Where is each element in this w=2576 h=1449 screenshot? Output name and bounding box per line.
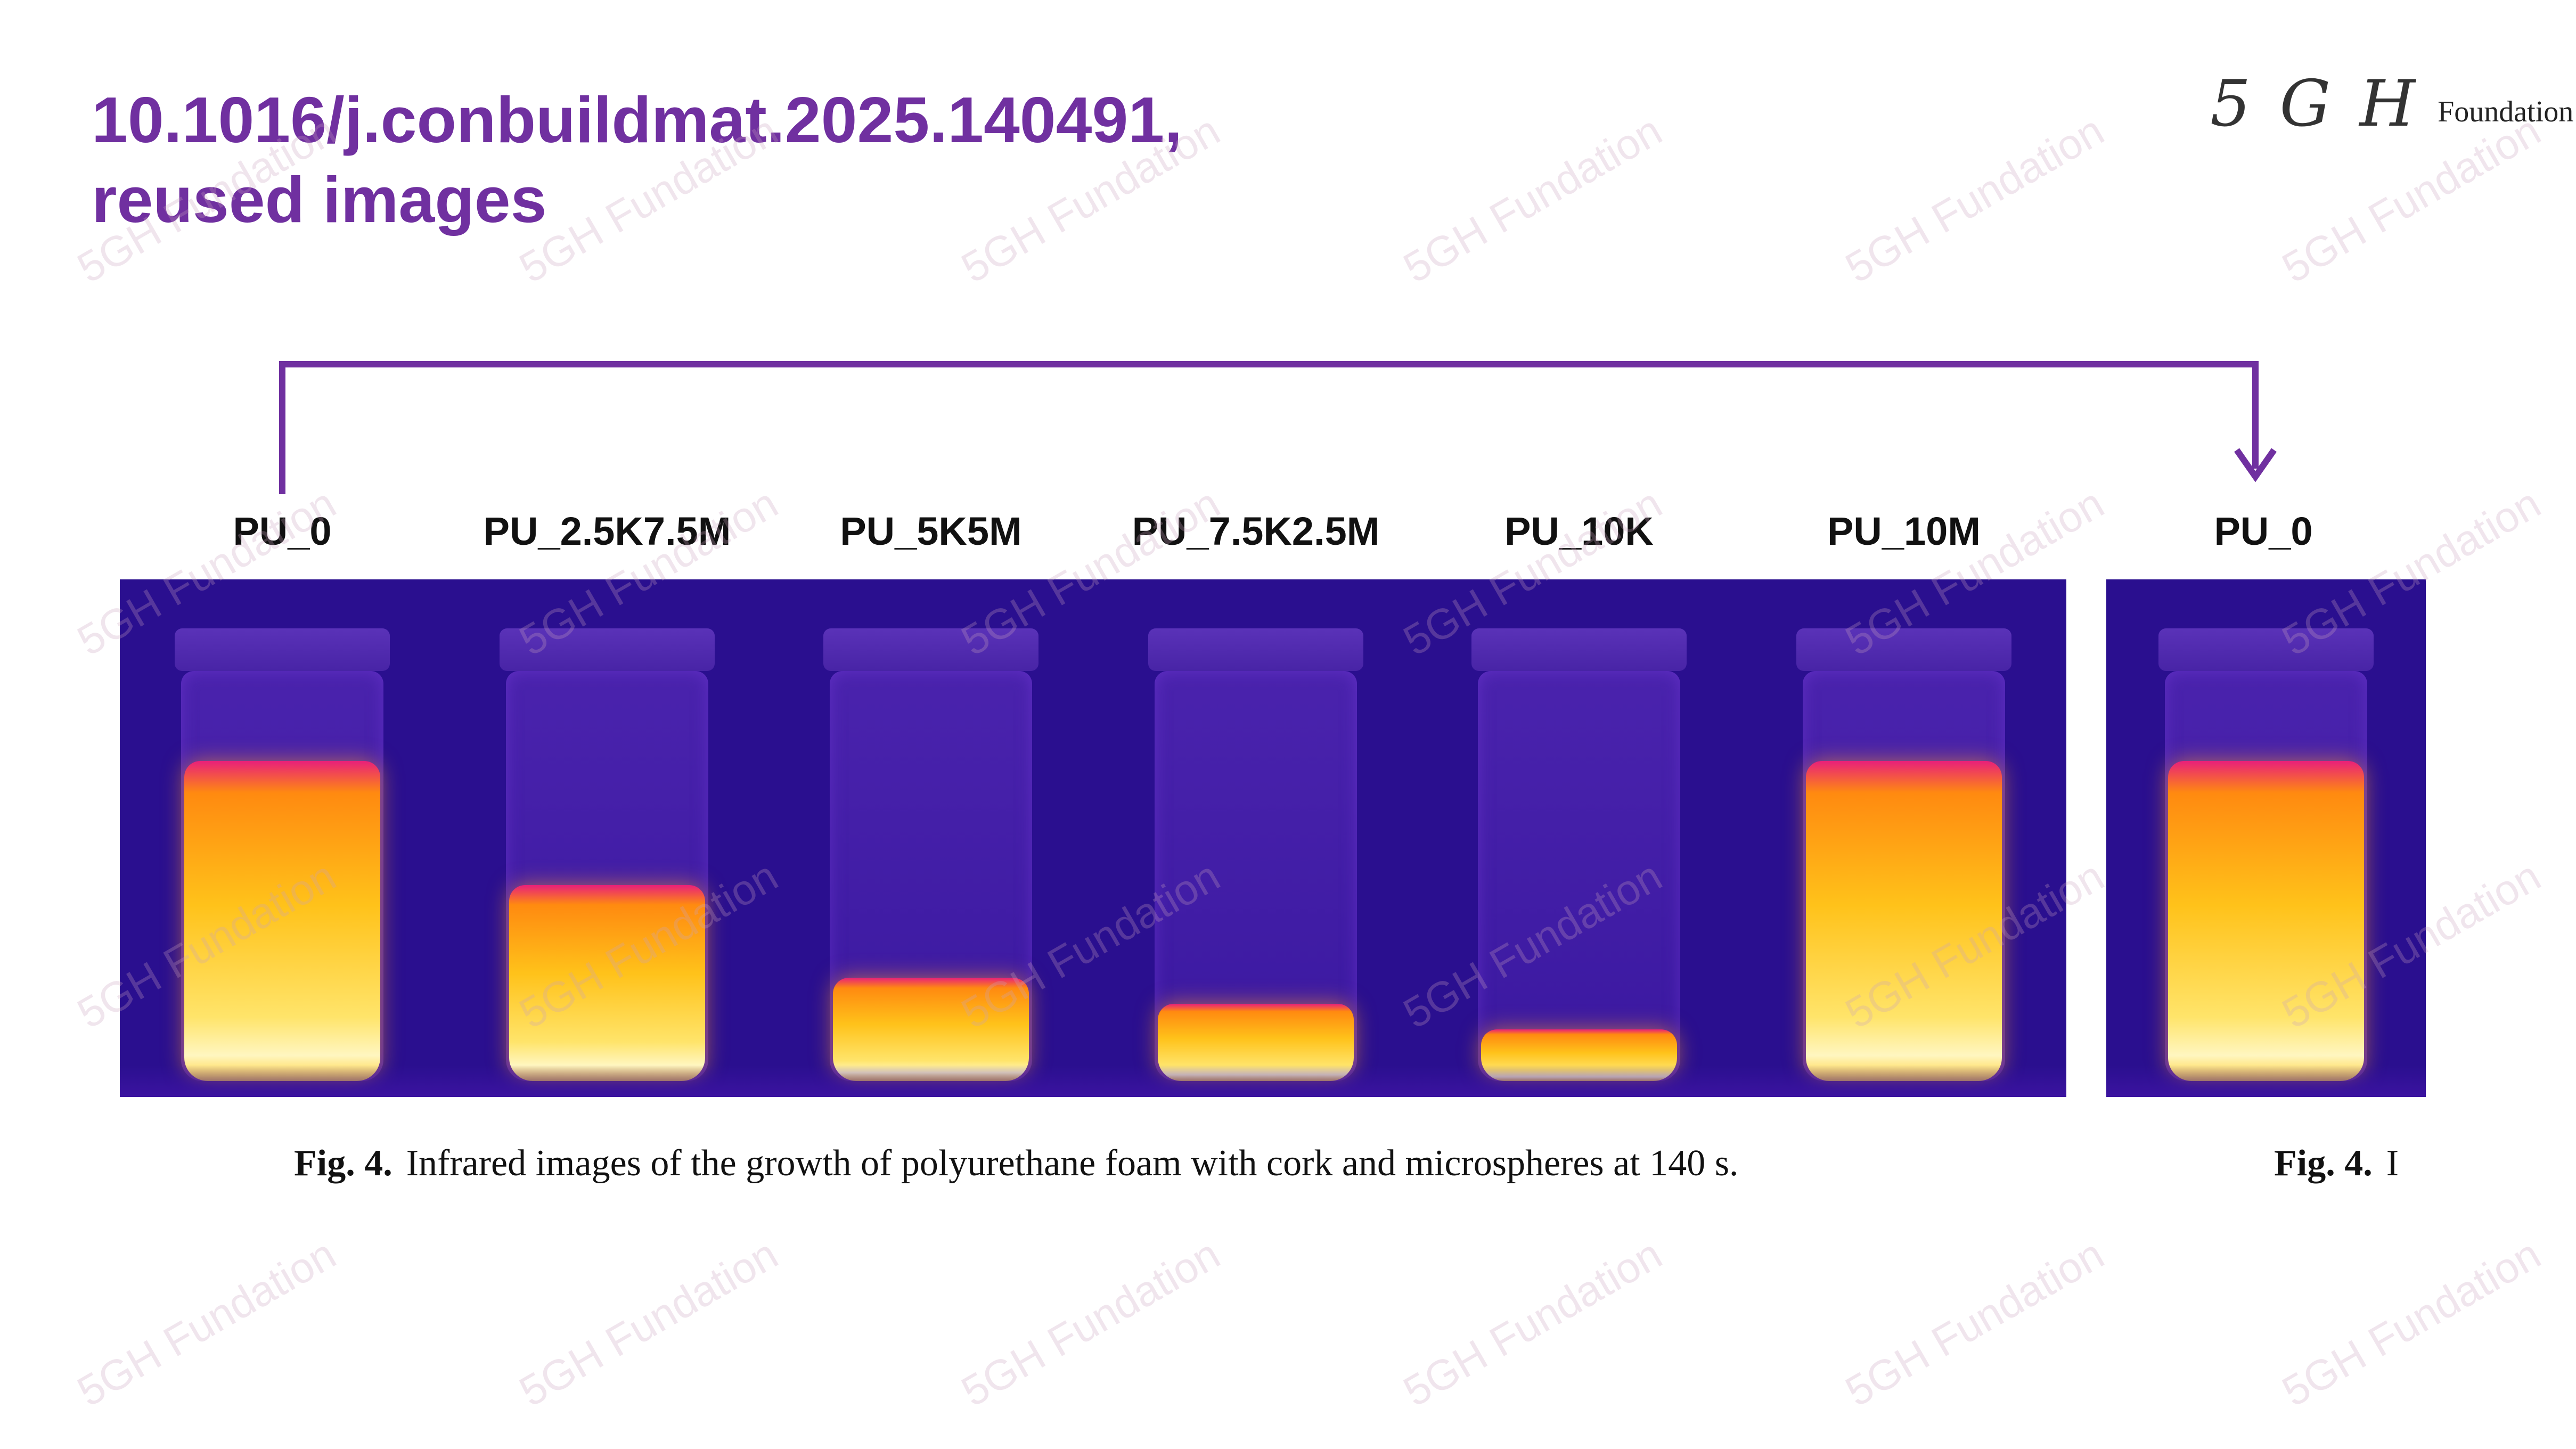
- label-pu-2-5k7-5m: PU_2.5K7.5M: [483, 509, 731, 553]
- label-pu-10k: PU_10K: [1504, 509, 1654, 553]
- label-pu-0-duplicate: PU_0: [2214, 509, 2313, 553]
- caption-dup-text: I: [2386, 1143, 2399, 1184]
- foundation-logo: 5 G H Foundation: [2210, 64, 2573, 144]
- label-pu-0: PU_0: [233, 509, 332, 553]
- slide-title: 10.1016/j.conbuildmat.2025.140491, reuse…: [92, 80, 1182, 240]
- label-pu-10m: PU_10M: [1827, 509, 1981, 553]
- title-doi: 10.1016/j.conbuildmat.2025.140491,: [92, 84, 1183, 156]
- logo-mark: 5 G H: [2210, 67, 2420, 141]
- figure-caption: Fig. 4. Infrared images of the growth of …: [294, 1142, 1738, 1185]
- caption-label: Fig. 4.: [294, 1143, 392, 1184]
- watermark: 5GH Fundation: [511, 1230, 786, 1415]
- duplicate-bracket-arrow: [279, 361, 2277, 494]
- watermark: 5GH Fundation: [69, 1230, 344, 1415]
- title-subtitle: reused images: [92, 163, 547, 236]
- figure-caption-duplicate: Fig. 4. I: [2274, 1142, 2426, 1185]
- infrared-image-main: [120, 579, 2066, 1097]
- watermark: 5GH Fundation: [1837, 1230, 2112, 1415]
- caption-text: Infrared images of the growth of polyure…: [406, 1143, 1739, 1184]
- label-pu-5k5m: PU_5K5M: [840, 509, 1022, 553]
- watermark: 5GH Fundation: [953, 1230, 1228, 1415]
- label-pu-7-5k2-5m: PU_7.5K2.5M: [1132, 509, 1380, 553]
- caption-dup-label: Fig. 4.: [2274, 1143, 2373, 1184]
- watermark: 5GH Fundation: [2274, 1230, 2548, 1415]
- watermark: 5GH Fundation: [1395, 1230, 1670, 1415]
- infrared-image-duplicate: [2106, 579, 2426, 1097]
- logo-word: Foundation: [2438, 95, 2574, 128]
